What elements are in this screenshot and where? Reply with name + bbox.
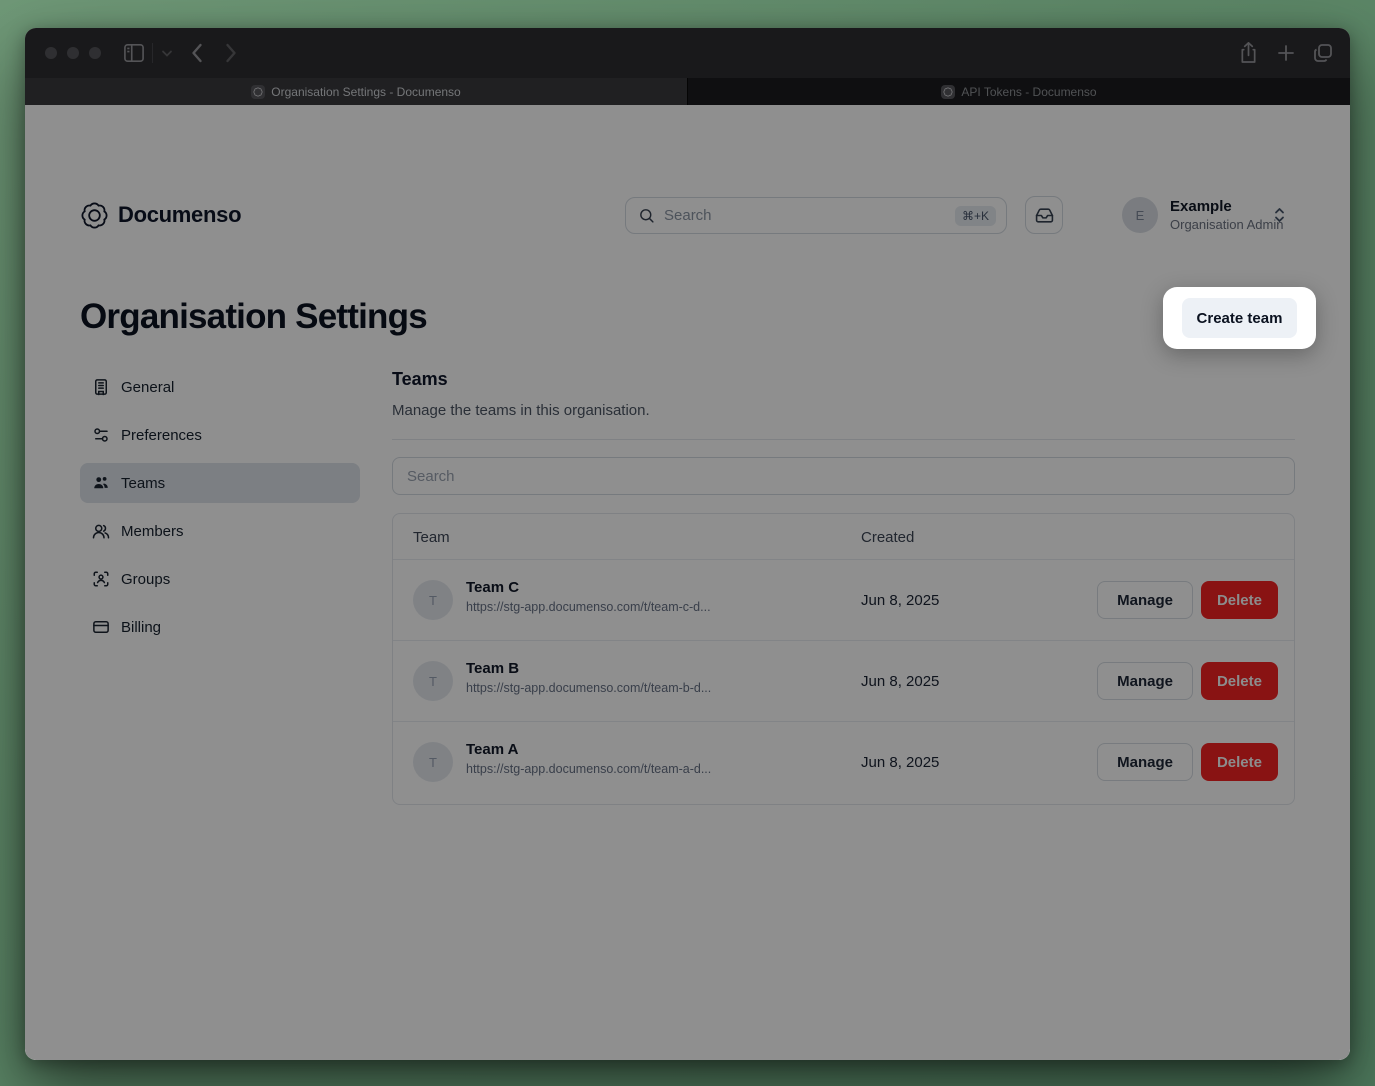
sidebar-icon[interactable] <box>123 43 145 63</box>
global-search[interactable]: ⌘+K <box>625 197 1007 234</box>
users-outline-icon <box>92 522 110 540</box>
delete-button[interactable]: Delete <box>1200 581 1278 619</box>
minimize-window-button[interactable] <box>67 47 79 59</box>
documenso-favicon-icon <box>941 84 956 99</box>
sidebar-item-preferences[interactable]: Preferences <box>80 415 360 455</box>
users-filled-icon <box>92 474 110 492</box>
table-header-row: Team Created <box>393 514 1294 560</box>
row-actions: Manage Delete <box>1097 581 1278 619</box>
sidebar-item-label: Billing <box>121 618 162 636</box>
table-row: T Team B https://stg-app.documenso.com/t… <box>393 641 1294 722</box>
tab-overview-icon[interactable] <box>1313 43 1333 63</box>
team-name: Team A <box>466 741 519 758</box>
tab-organisation-settings[interactable]: Organisation Settings - Documenso <box>25 78 687 105</box>
credit-card-icon <box>92 618 110 636</box>
manage-button[interactable]: Manage <box>1097 581 1193 619</box>
team-avatar: T <box>413 661 453 701</box>
tab-api-tokens[interactable]: API Tokens - Documenso <box>687 78 1350 105</box>
page-title: Organisation Settings <box>80 297 428 336</box>
search-input[interactable] <box>664 207 946 224</box>
search-icon <box>638 207 655 224</box>
row-actions: Manage Delete <box>1097 743 1278 781</box>
brand-name: Documenso <box>118 202 242 227</box>
table-row: T Team A https://stg-app.documenso.com/t… <box>393 722 1294 803</box>
sidebar-item-members[interactable]: Members <box>80 511 360 551</box>
browser-window: Organisation Settings - Documenso API To… <box>25 28 1350 1060</box>
sidebar-item-general[interactable]: General <box>80 367 360 407</box>
share-icon[interactable] <box>1239 41 1258 65</box>
team-url: https://stg-app.documenso.com/t/team-a-d… <box>466 762 712 776</box>
team-cell: Team B https://stg-app.documenso.com/t/t… <box>466 660 711 695</box>
section-divider <box>392 439 1295 440</box>
sidebar-item-billing[interactable]: Billing <box>80 607 360 647</box>
building-icon <box>92 378 110 396</box>
inbox-icon <box>1035 206 1054 225</box>
delete-button[interactable]: Delete <box>1200 662 1278 700</box>
chevron-down-icon[interactable] <box>161 49 173 58</box>
brand-logo[interactable]: Documenso <box>80 200 242 230</box>
team-name: Team C <box>466 579 520 596</box>
chevrons-up-down-icon[interactable] <box>1272 206 1287 224</box>
row-actions: Manage Delete <box>1097 662 1278 700</box>
team-url: https://stg-app.documenso.com/t/team-b-d… <box>466 681 712 695</box>
teams-filter-input[interactable] <box>392 457 1295 495</box>
team-avatar-initial: T <box>429 592 437 608</box>
toolbar-divider <box>152 43 153 63</box>
table-row: T Team C https://stg-app.documenso.com/t… <box>393 560 1294 641</box>
sliders-icon <box>92 426 110 444</box>
tab-bar: Organisation Settings - Documenso API To… <box>25 78 1350 105</box>
team-avatar-initial: T <box>429 673 437 689</box>
documenso-app: Documenso ⌘+K E Example Organisation Adm… <box>25 105 1350 1060</box>
team-avatar-initial: T <box>429 754 437 770</box>
team-url: https://stg-app.documenso.com/t/team-c-d… <box>466 600 711 614</box>
section-heading: Teams <box>392 369 448 389</box>
documenso-logo-icon <box>80 201 109 230</box>
column-header-created: Created <box>861 528 915 546</box>
manage-button[interactable]: Manage <box>1097 662 1193 700</box>
new-tab-icon[interactable] <box>1277 44 1295 62</box>
sidebar-item-label: General <box>121 378 175 396</box>
section-description: Manage the teams in this organisation. <box>392 402 650 419</box>
team-cell: Team C https://stg-app.documenso.com/t/t… <box>466 579 711 614</box>
team-created-date: Jun 8, 2025 <box>861 592 940 609</box>
team-created-date: Jun 8, 2025 <box>861 673 940 690</box>
user-name: Example <box>1170 198 1232 215</box>
avatar-initial: E <box>1135 207 1145 223</box>
sidebar-item-label: Preferences <box>121 426 202 444</box>
sidebar-item-teams[interactable]: Teams <box>80 463 360 503</box>
user-avatar[interactable]: E <box>1122 197 1158 233</box>
team-created-date: Jun 8, 2025 <box>861 754 940 771</box>
sidebar-item-label: Members <box>121 522 184 540</box>
delete-button[interactable]: Delete <box>1200 743 1278 781</box>
close-window-button[interactable] <box>45 47 57 59</box>
settings-nav: General Preferences Teams Members <box>80 367 360 655</box>
team-avatar: T <box>413 580 453 620</box>
sidebar-item-label: Groups <box>121 570 171 588</box>
team-avatar: T <box>413 742 453 782</box>
team-name: Team B <box>466 660 520 677</box>
tab-title: Organisation Settings - Documenso <box>271 84 461 99</box>
team-cell: Team A https://stg-app.documenso.com/t/t… <box>466 741 711 776</box>
sidebar-item-label: Teams <box>121 474 166 492</box>
column-header-team: Team <box>413 528 450 546</box>
teams-table: Team Created T Team C https://stg-app.do… <box>392 513 1295 805</box>
manage-button[interactable]: Manage <box>1097 743 1193 781</box>
sidebar-item-groups[interactable]: Groups <box>80 559 360 599</box>
user-scan-icon <box>92 570 110 588</box>
user-menu[interactable]: Example Organisation Admin <box>1170 198 1283 232</box>
search-shortcut-badge: ⌘+K <box>954 205 996 226</box>
tab-title: API Tokens - Documenso <box>961 84 1097 99</box>
user-role: Organisation Admin <box>1170 217 1284 232</box>
dim-overlay <box>25 28 1350 1060</box>
back-icon[interactable] <box>190 42 203 64</box>
documenso-favicon-icon <box>251 84 266 99</box>
zoom-window-button[interactable] <box>89 47 101 59</box>
forward-icon[interactable] <box>225 42 238 64</box>
browser-toolbar <box>25 28 1350 78</box>
inbox-button[interactable] <box>1025 196 1063 234</box>
create-team-button[interactable]: Create team <box>1182 298 1297 338</box>
